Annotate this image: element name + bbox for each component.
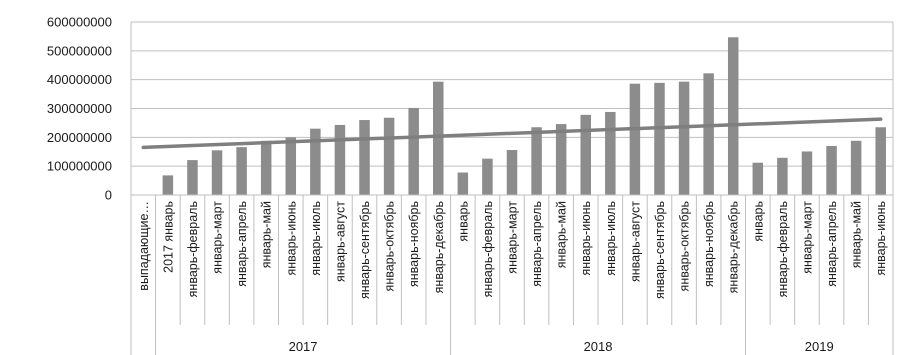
x-tick-label: январь-февраль xyxy=(481,201,495,297)
bar xyxy=(310,128,321,195)
bar xyxy=(482,158,493,195)
bar xyxy=(408,107,419,195)
bar xyxy=(703,73,714,195)
x-tick-label: январь-июль xyxy=(309,201,323,276)
x-tick-label: январь-сентябрь xyxy=(358,201,372,299)
bar xyxy=(777,157,788,195)
bars xyxy=(162,37,886,196)
bar xyxy=(211,150,223,195)
bar xyxy=(359,120,370,195)
bar xyxy=(260,140,272,195)
bar xyxy=(801,151,813,195)
bar xyxy=(506,150,518,195)
gridlines xyxy=(131,21,893,196)
x-tick-label: январь xyxy=(751,201,765,242)
x-tick-label: январь-июнь xyxy=(284,201,298,276)
x-tick-label: январь-апрель xyxy=(825,201,839,287)
x-tick-label: январь-май xyxy=(555,201,569,268)
x-tick-label: январь-сентябрь xyxy=(653,201,667,299)
x-tick-label: январь-октябрь xyxy=(383,201,397,291)
x-tick-label: январь-август xyxy=(628,201,642,282)
x-tick-label: январь-февраль xyxy=(186,201,200,297)
x-tick-label: январь-декабрь xyxy=(432,201,446,293)
bar xyxy=(285,137,297,195)
y-tick-label: 0 xyxy=(105,188,112,203)
bar xyxy=(678,81,690,195)
y-tick-label: 200000000 xyxy=(47,130,112,145)
bar xyxy=(162,175,174,195)
y-axis: 0 100000000 200000000 300000000 400000000 500… xyxy=(47,15,894,203)
y-tick-label: 400000000 xyxy=(47,72,112,87)
x-tick-label: январь-декабрь xyxy=(727,201,741,293)
bar xyxy=(605,111,616,195)
x-tick-label: январь-август xyxy=(333,201,347,282)
year-group-label: 2017 xyxy=(289,339,318,354)
year-group-label: 2019 xyxy=(805,339,834,354)
trendline xyxy=(141,117,883,150)
x-tick-label: январь-июнь xyxy=(874,201,888,276)
x-tick-label: выпадающие… xyxy=(137,201,151,291)
x-tick-label: январь-май xyxy=(850,201,864,268)
x-tick-label: январь-май xyxy=(260,201,274,268)
x-tick-label: январь-ноябрь xyxy=(407,201,421,287)
x-tick-label: январь-март xyxy=(211,201,225,274)
x-tick-label: январь-март xyxy=(506,201,520,274)
y-tick-label: 500000000 xyxy=(47,43,112,58)
y-tick-label: 100000000 xyxy=(47,159,112,174)
x-tick-label: январь-февраль xyxy=(776,201,790,297)
bar xyxy=(457,172,469,195)
x-tick-label: январь-октябрь xyxy=(678,201,692,291)
bar xyxy=(654,82,665,195)
trend-line xyxy=(141,117,883,150)
bar xyxy=(383,117,395,195)
x-tick-label: январь xyxy=(456,201,470,242)
bar xyxy=(555,124,567,195)
bar xyxy=(727,37,739,196)
bar xyxy=(531,127,542,195)
y-tick-label: 600000000 xyxy=(47,15,112,30)
bar xyxy=(875,127,886,195)
x-tick-label: январь-ноябрь xyxy=(702,201,716,287)
bar xyxy=(580,114,591,195)
x-tick-label: январь-март xyxy=(800,201,814,274)
x-tick-label: январь-июнь xyxy=(579,201,593,276)
x-tick-label: 2017 январь xyxy=(161,201,175,273)
bar xyxy=(752,162,764,195)
y-tick-label: 300000000 xyxy=(47,101,112,116)
x-tick-label: январь-июль xyxy=(604,201,618,276)
bar xyxy=(826,145,837,195)
bar xyxy=(187,160,198,195)
bar xyxy=(629,83,641,195)
bar xyxy=(850,140,862,195)
bar xyxy=(334,124,346,195)
x-tick-label: январь-апрель xyxy=(530,201,544,287)
x-axis: выпадающие… 2017 январь январь-февраль янва… xyxy=(130,194,894,355)
bar xyxy=(433,81,444,195)
x-tick-label: январь-апрель xyxy=(235,201,249,287)
year-group-label: 2018 xyxy=(584,339,613,354)
bar xyxy=(236,147,247,195)
